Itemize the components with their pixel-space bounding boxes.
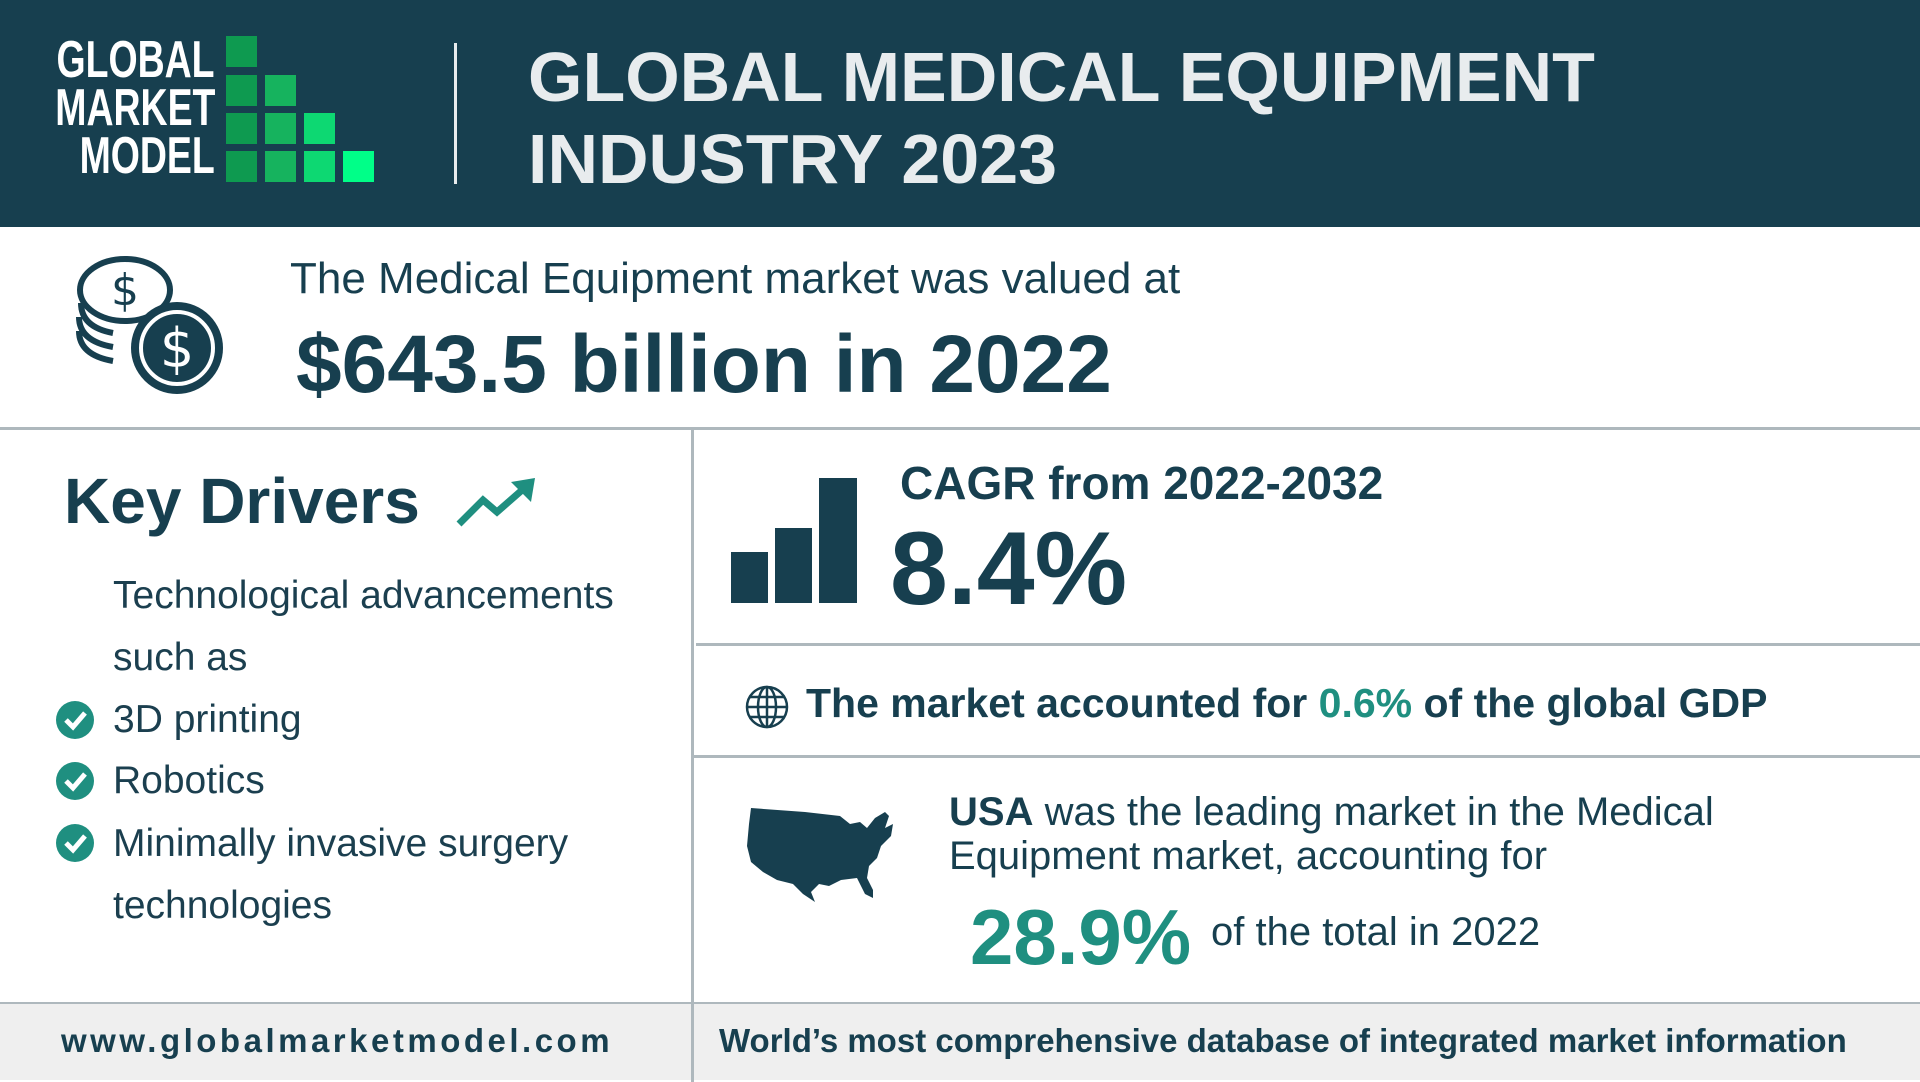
usa-map-icon <box>747 808 893 902</box>
footer: www.globalmarketmodel.com World’s most c… <box>0 1002 1920 1082</box>
logo-text: MARKET <box>54 79 215 137</box>
check-circle-icon <box>56 762 94 800</box>
svg-text:$: $ <box>160 317 194 380</box>
logo-square <box>304 151 335 182</box>
header-divider <box>454 43 457 184</box>
gdp-suffix: of the global GDP <box>1423 680 1768 726</box>
usa-line1: USA was the leading market in the Medica… <box>949 790 1714 834</box>
check-circle-icon <box>56 701 94 739</box>
driver-item: 3D printing <box>113 698 302 741</box>
usa-line2: Equipment market, accounting for <box>949 834 1548 878</box>
page-title: GLOBAL MEDICAL EQUIPMENT INDUSTRY 2023 <box>528 38 1595 198</box>
usa-share-value: 28.9% <box>970 893 1192 981</box>
usa-share-suffix: of the total in 2022 <box>1211 910 1541 954</box>
gdp-statement: The market accounted for 0.6% of the glo… <box>806 680 1767 727</box>
divider <box>691 1004 694 1082</box>
logo-square <box>343 151 374 182</box>
valuation-intro: The Medical Equipment market was valued … <box>290 254 1181 303</box>
logo-square <box>265 75 296 106</box>
svg-text:$: $ <box>111 265 139 316</box>
driver-intro: Technological advancements <box>113 574 614 617</box>
logo-text: MODEL <box>79 127 215 185</box>
website-link[interactable]: www.globalmarketmodel.com <box>61 1022 614 1059</box>
divider <box>691 428 694 1080</box>
divider <box>694 755 1920 758</box>
usa-text: was the leading market in the Medical <box>1044 790 1714 834</box>
driver-item-continuation: technologies <box>113 884 332 927</box>
logo-square <box>226 75 257 106</box>
footer-tagline: World’s most comprehensive database of i… <box>719 1022 1847 1059</box>
valuation-value: $643.5 billion in 2022 <box>296 319 1112 410</box>
gdp-value: 0.6% <box>1318 680 1413 726</box>
header-banner: GLOBAL MARKET MODEL GLOBAL MEDICAL EQUIP… <box>0 0 1920 227</box>
dollar-coins-icon: $ $ <box>76 256 223 394</box>
drivers-title: Key Drivers <box>64 465 420 537</box>
bar-chart-icon <box>731 478 857 603</box>
logo-square <box>265 113 296 144</box>
divider <box>696 643 1920 646</box>
logo-text: GLOBAL <box>56 31 215 89</box>
driver-intro: such as <box>113 636 248 679</box>
globe-icon <box>745 685 789 729</box>
check-circle-icon <box>56 824 94 862</box>
trending-up-icon <box>456 478 535 527</box>
driver-item: Minimally invasive surgery <box>113 822 569 865</box>
logo-square <box>226 113 257 144</box>
logo-square <box>226 36 257 67</box>
driver-item: Robotics <box>113 759 265 802</box>
usa-label: USA <box>949 790 1034 834</box>
divider <box>0 427 1920 430</box>
cagr-label: CAGR from 2022-2032 <box>900 457 1384 509</box>
cagr-value: 8.4% <box>890 511 1128 627</box>
logo-square <box>304 113 335 144</box>
logo-square <box>226 151 257 182</box>
gdp-prefix: The market accounted for <box>806 680 1308 726</box>
logo-square <box>265 151 296 182</box>
